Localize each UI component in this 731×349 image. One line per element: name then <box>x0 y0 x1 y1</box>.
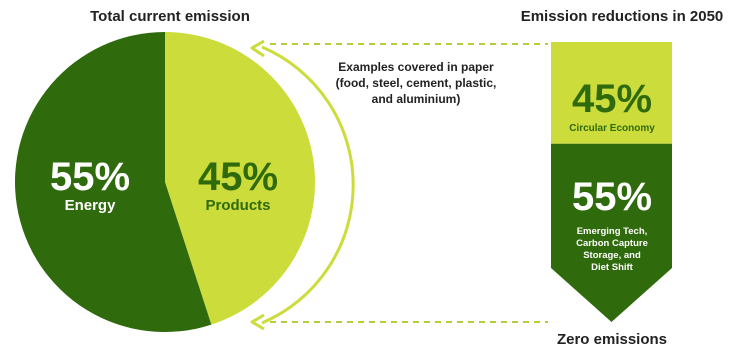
emerging-tech-label-line-1: Emerging Tech, <box>577 226 648 237</box>
annotation-line-1: Examples covered in paper <box>338 60 494 74</box>
pie-slice-energy <box>14 32 212 332</box>
bar-segment-emerging-tech <box>551 143 672 322</box>
annotation-line-3: and aluminium) <box>372 92 461 106</box>
arrowhead-top-icon <box>250 39 265 58</box>
pie-slice-products <box>165 32 315 325</box>
pie-chart-title: Total current emission <box>90 8 250 25</box>
arrowhead-bottom-icon <box>250 313 265 331</box>
pie-energy-value-label: 55% <box>50 155 130 199</box>
emerging-tech-label-line-2: Carbon Capture <box>576 238 648 249</box>
emerging-tech-label-line-4: Diet Shift <box>591 262 634 273</box>
pie-energy-category-label: Energy <box>65 197 117 214</box>
emerging-tech-label-line-3: Storage, and <box>583 250 641 261</box>
pie-chart <box>14 32 315 332</box>
bar-segment-circular-economy <box>551 42 672 144</box>
reduction-chart-title: Emission reductions in 2050 <box>521 8 724 25</box>
curved-arrow-icon <box>261 45 355 325</box>
pie-products-category-label: Products <box>205 197 270 214</box>
emerging-tech-value-label: 55% <box>572 175 652 219</box>
circular-economy-value-label: 45% <box>572 77 652 121</box>
pie-products-value-label: 45% <box>198 155 278 199</box>
circular-economy-label: Circular Economy <box>569 123 655 134</box>
reduction-bar <box>551 42 672 322</box>
annotation-line-2: (food, steel, cement, plastic, <box>336 76 497 90</box>
zero-emissions-label: Zero emissions <box>557 331 667 348</box>
